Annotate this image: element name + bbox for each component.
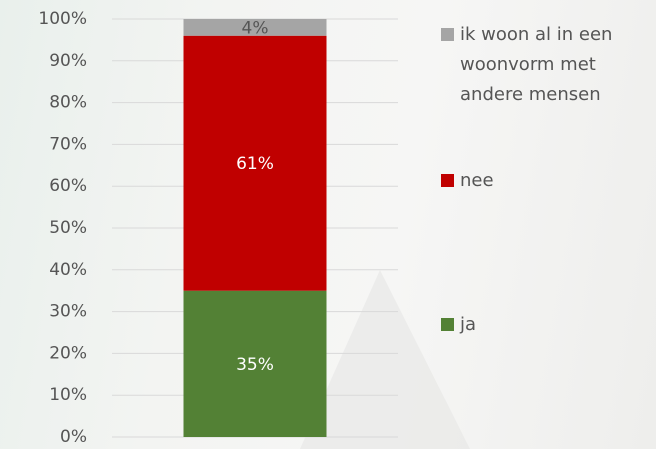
y-tick-label: 60% [49,176,87,196]
y-tick-label: 70% [49,134,87,154]
y-tick-label: 50% [49,218,87,238]
bar-segment [183,19,327,36]
y-tick-label: 10% [49,385,87,405]
y-tick-label: 0% [60,427,87,447]
legend-swatch [441,28,454,41]
legend-label: ja [460,314,477,335]
legend-label: nee [460,170,494,191]
data-label: 35% [236,355,274,375]
background-shape [300,270,470,449]
bar-segment [183,35,327,291]
y-tick-label: 90% [49,51,87,71]
y-tick-label: 20% [49,343,87,363]
legend-swatch [441,318,454,331]
y-tick-label: 40% [49,260,87,280]
y-tick-label: 100% [38,9,87,29]
data-label: 4% [242,18,269,38]
y-tick-label: 80% [49,93,87,113]
legend-swatch [441,174,454,187]
data-label: 61% [236,154,274,174]
bar-segment [183,290,327,437]
legend-label: ik woon al in een woonvorm met andere me… [460,24,613,105]
y-tick-label: 30% [49,302,87,322]
